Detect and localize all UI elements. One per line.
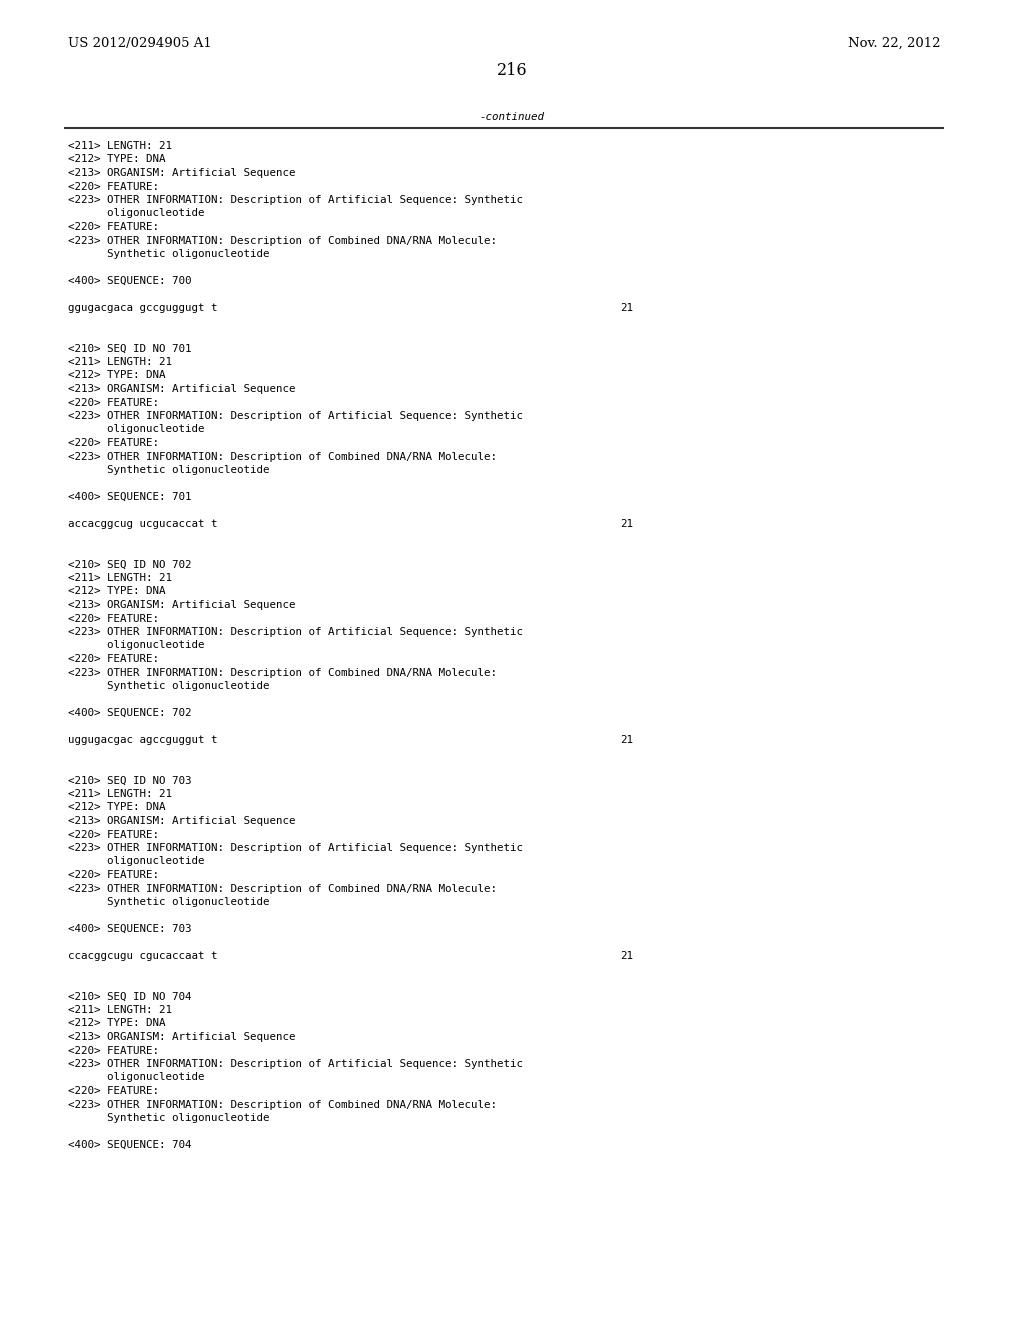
Text: -continued: -continued [479,112,545,121]
Text: <400> SEQUENCE: 703: <400> SEQUENCE: 703 [68,924,191,935]
Text: oligonucleotide: oligonucleotide [68,425,205,434]
Text: <213> ORGANISM: Artificial Sequence: <213> ORGANISM: Artificial Sequence [68,816,296,826]
Text: <212> TYPE: DNA: <212> TYPE: DNA [68,803,166,813]
Text: <220> FEATURE:: <220> FEATURE: [68,222,159,232]
Text: <213> ORGANISM: Artificial Sequence: <213> ORGANISM: Artificial Sequence [68,601,296,610]
Text: Synthetic oligonucleotide: Synthetic oligonucleotide [68,249,269,259]
Text: <210> SEQ ID NO 704: <210> SEQ ID NO 704 [68,991,191,1002]
Text: <210> SEQ ID NO 701: <210> SEQ ID NO 701 [68,343,191,354]
Text: oligonucleotide: oligonucleotide [68,857,205,866]
Text: <220> FEATURE:: <220> FEATURE: [68,1045,159,1056]
Text: uggugacgac agccguggut t: uggugacgac agccguggut t [68,735,217,744]
Text: ggugacgaca gccguggugt t: ggugacgaca gccguggugt t [68,304,217,313]
Text: <211> LENGTH: 21: <211> LENGTH: 21 [68,141,172,150]
Text: <210> SEQ ID NO 702: <210> SEQ ID NO 702 [68,560,191,569]
Text: <223> OTHER INFORMATION: Description of Artificial Sequence: Synthetic: <223> OTHER INFORMATION: Description of … [68,627,523,638]
Text: <400> SEQUENCE: 702: <400> SEQUENCE: 702 [68,708,191,718]
Text: Synthetic oligonucleotide: Synthetic oligonucleotide [68,1113,269,1123]
Text: US 2012/0294905 A1: US 2012/0294905 A1 [68,37,212,50]
Text: oligonucleotide: oligonucleotide [68,1072,205,1082]
Text: <400> SEQUENCE: 704: <400> SEQUENCE: 704 [68,1140,191,1150]
Text: <400> SEQUENCE: 700: <400> SEQUENCE: 700 [68,276,191,286]
Text: <223> OTHER INFORMATION: Description of Combined DNA/RNA Molecule:: <223> OTHER INFORMATION: Description of … [68,668,497,677]
Text: <223> OTHER INFORMATION: Description of Artificial Sequence: Synthetic: <223> OTHER INFORMATION: Description of … [68,195,523,205]
Text: <210> SEQ ID NO 703: <210> SEQ ID NO 703 [68,776,191,785]
Text: <211> LENGTH: 21: <211> LENGTH: 21 [68,356,172,367]
Text: <213> ORGANISM: Artificial Sequence: <213> ORGANISM: Artificial Sequence [68,168,296,178]
Text: 21: 21 [620,950,633,961]
Text: <211> LENGTH: 21: <211> LENGTH: 21 [68,789,172,799]
Text: <223> OTHER INFORMATION: Description of Combined DNA/RNA Molecule:: <223> OTHER INFORMATION: Description of … [68,235,497,246]
Text: <220> FEATURE:: <220> FEATURE: [68,870,159,880]
Text: <220> FEATURE:: <220> FEATURE: [68,1086,159,1096]
Text: <223> OTHER INFORMATION: Description of Combined DNA/RNA Molecule:: <223> OTHER INFORMATION: Description of … [68,883,497,894]
Text: <212> TYPE: DNA: <212> TYPE: DNA [68,1019,166,1028]
Text: <223> OTHER INFORMATION: Description of Artificial Sequence: Synthetic: <223> OTHER INFORMATION: Description of … [68,843,523,853]
Text: <211> LENGTH: 21: <211> LENGTH: 21 [68,1005,172,1015]
Text: <211> LENGTH: 21: <211> LENGTH: 21 [68,573,172,583]
Text: 21: 21 [620,735,633,744]
Text: Synthetic oligonucleotide: Synthetic oligonucleotide [68,465,269,475]
Text: <212> TYPE: DNA: <212> TYPE: DNA [68,371,166,380]
Text: <220> FEATURE:: <220> FEATURE: [68,438,159,447]
Text: <220> FEATURE:: <220> FEATURE: [68,829,159,840]
Text: <220> FEATURE:: <220> FEATURE: [68,181,159,191]
Text: <220> FEATURE:: <220> FEATURE: [68,614,159,623]
Text: Synthetic oligonucleotide: Synthetic oligonucleotide [68,681,269,690]
Text: 21: 21 [620,304,633,313]
Text: <220> FEATURE:: <220> FEATURE: [68,397,159,408]
Text: 21: 21 [620,519,633,529]
Text: <212> TYPE: DNA: <212> TYPE: DNA [68,154,166,165]
Text: <213> ORGANISM: Artificial Sequence: <213> ORGANISM: Artificial Sequence [68,384,296,393]
Text: <212> TYPE: DNA: <212> TYPE: DNA [68,586,166,597]
Text: <223> OTHER INFORMATION: Description of Combined DNA/RNA Molecule:: <223> OTHER INFORMATION: Description of … [68,1100,497,1110]
Text: Nov. 22, 2012: Nov. 22, 2012 [848,37,940,50]
Text: <223> OTHER INFORMATION: Description of Combined DNA/RNA Molecule:: <223> OTHER INFORMATION: Description of … [68,451,497,462]
Text: oligonucleotide: oligonucleotide [68,209,205,219]
Text: <213> ORGANISM: Artificial Sequence: <213> ORGANISM: Artificial Sequence [68,1032,296,1041]
Text: <223> OTHER INFORMATION: Description of Artificial Sequence: Synthetic: <223> OTHER INFORMATION: Description of … [68,411,523,421]
Text: 216: 216 [497,62,527,79]
Text: <400> SEQUENCE: 701: <400> SEQUENCE: 701 [68,492,191,502]
Text: accacggcug ucgucaccat t: accacggcug ucgucaccat t [68,519,217,529]
Text: oligonucleotide: oligonucleotide [68,640,205,651]
Text: <223> OTHER INFORMATION: Description of Artificial Sequence: Synthetic: <223> OTHER INFORMATION: Description of … [68,1059,523,1069]
Text: ccacggcugu cgucaccaat t: ccacggcugu cgucaccaat t [68,950,217,961]
Text: <220> FEATURE:: <220> FEATURE: [68,653,159,664]
Text: Synthetic oligonucleotide: Synthetic oligonucleotide [68,898,269,907]
